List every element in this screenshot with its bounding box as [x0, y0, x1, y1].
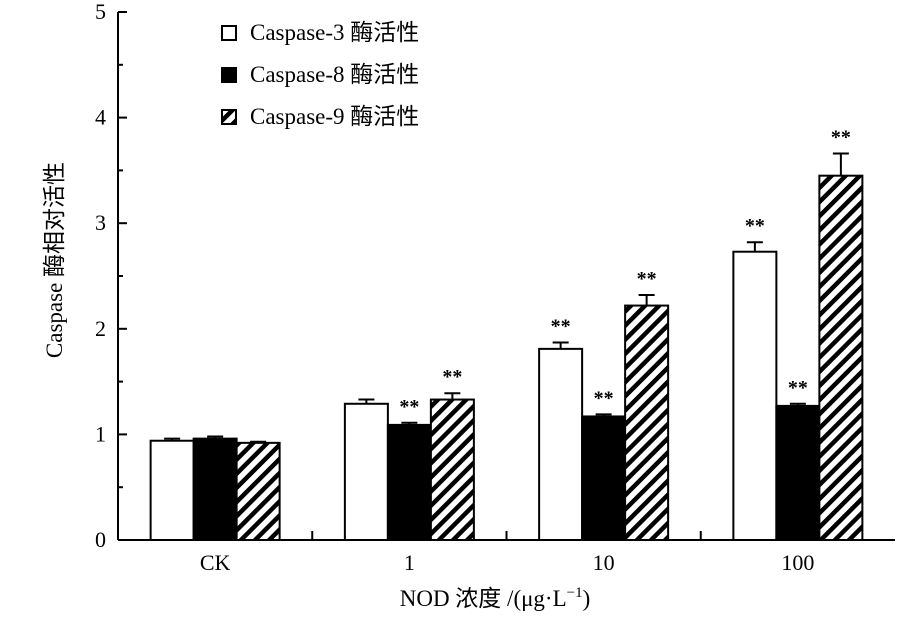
significance-2-1: **: [399, 396, 419, 418]
bar-3-1: [429, 398, 475, 541]
significance-3-100: **: [831, 127, 851, 149]
y-tick-label-5: 5: [95, 0, 106, 24]
significance-1-10: **: [551, 316, 571, 338]
significance-2-10: **: [594, 387, 614, 409]
y-tick-label-4: 4: [95, 105, 106, 130]
bar-1-1: [343, 402, 389, 541]
bar-2-100: [775, 404, 821, 541]
bar-1-CK: [149, 439, 195, 541]
significance-2-100: **: [788, 377, 808, 399]
bar-3-10: [624, 304, 670, 541]
bar-3-100: [818, 174, 864, 541]
y-tick-label-1: 1: [95, 421, 106, 446]
legend-swatch-1: [221, 25, 237, 41]
x-tick-label-10: 10: [593, 550, 615, 575]
bar-2-10: [581, 415, 627, 541]
significance-3-10: **: [637, 268, 657, 290]
x-tick-label-CK: CK: [200, 550, 231, 575]
significance-3-1: **: [442, 366, 462, 388]
bar-2-CK: [192, 437, 238, 541]
y-tick-label-0: 0: [95, 527, 106, 552]
x-axis-title-close: ): [583, 586, 591, 611]
x-axis-title-main: NOD 浓度 /(μg·L: [400, 586, 567, 611]
x-tick-label-100: 100: [781, 550, 814, 575]
y-tick-label-3: 3: [95, 210, 106, 235]
legend-swatch-2: [221, 67, 237, 83]
x-axis-title: NOD 浓度 /(μg·L−1): [400, 585, 591, 611]
legend-label-2: Caspase-8 酶活性: [250, 62, 419, 87]
legend-label-3: Caspase-9 酶活性: [250, 104, 419, 129]
legend-swatch-3: [221, 109, 237, 125]
bars: ** ** ** ** ** ** ** **: [149, 127, 864, 542]
bar-1-10: [538, 347, 584, 542]
bar-1-100: [732, 250, 778, 541]
bar-3-CK: [235, 441, 281, 541]
significance-1-100: **: [745, 215, 765, 237]
x-tick-label-1: 1: [404, 550, 415, 575]
y-axis-title: Caspase 酶相对活性: [42, 162, 67, 358]
y-tick-label-2: 2: [95, 316, 106, 341]
bar-2-1: [386, 423, 432, 541]
legend: Caspase-3 酶活性 Caspase-8 酶活性 Caspase-9 酶活性: [221, 20, 419, 129]
x-axis-title-exponent: −1: [567, 585, 583, 601]
legend-label-1: Caspase-3 酶活性: [250, 20, 419, 45]
